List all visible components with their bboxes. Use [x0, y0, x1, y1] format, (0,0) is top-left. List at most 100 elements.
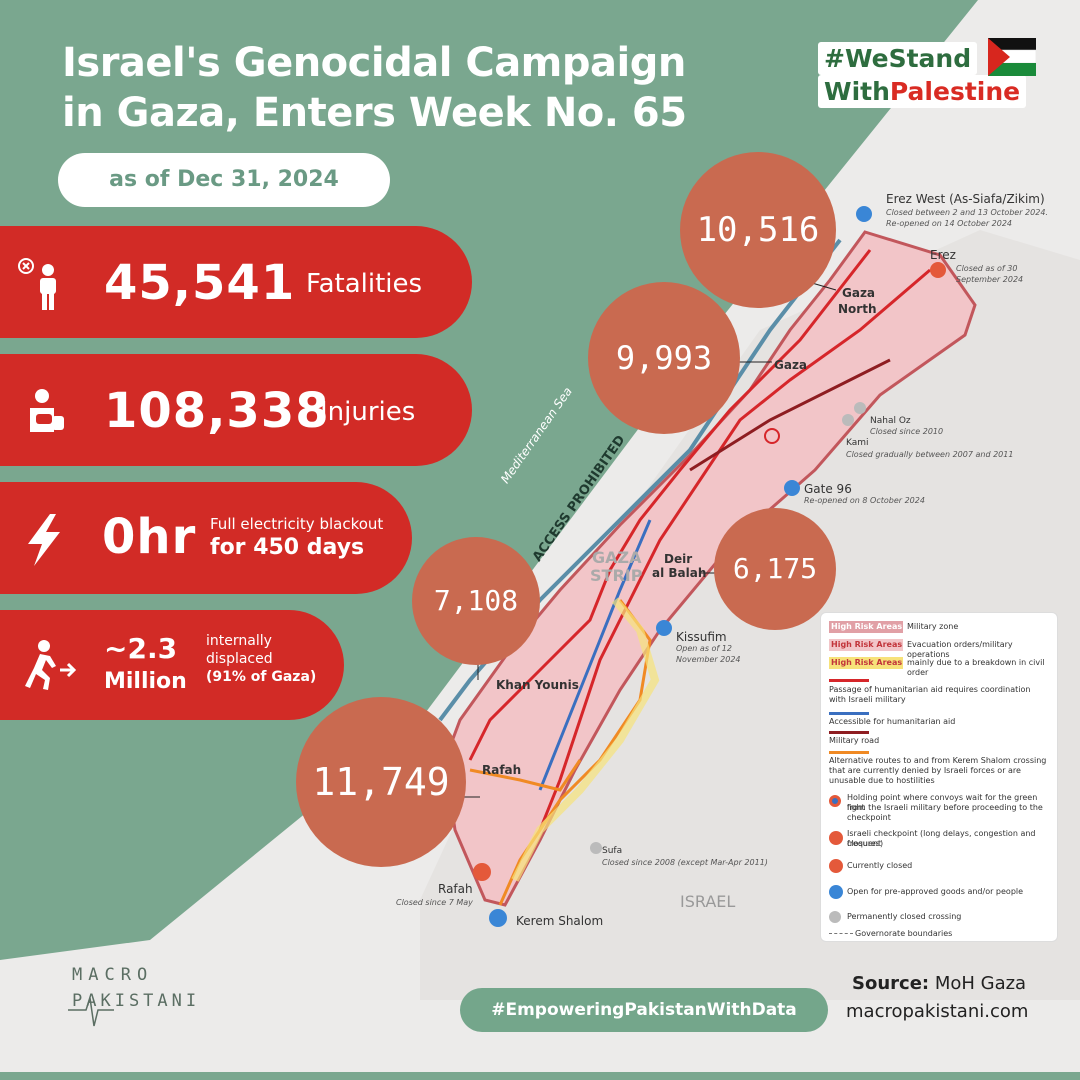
label-kerem-shalom: Kerem Shalom: [516, 914, 604, 928]
label-gaza: Gaza: [774, 358, 808, 372]
label-gaza-strip-2: STRIP: [590, 566, 643, 585]
source-label: Source:: [852, 973, 930, 994]
fatality-person-icon: [18, 258, 56, 310]
source-value: MoH Gaza: [929, 973, 1027, 994]
legend-checkpoint-1: Israeli checkpoint (long delays, congest…: [847, 829, 1036, 848]
legend-high-risk-3: High Risk Areas: [831, 658, 903, 667]
checkpoint-icon: [829, 831, 843, 845]
legend-alt-2: that are currently denied by Israeli for…: [829, 766, 1021, 775]
label-nahal-oz: Nahal Oz: [870, 416, 911, 426]
note-erez-west-2: Re-opened on 14 October 2024: [886, 219, 1013, 228]
label-gate-96: Gate 96: [804, 482, 852, 496]
legend-blue-line: Accessible for humanitarian aid: [829, 717, 956, 726]
stat-injuries: 108,338 Injuries: [0, 354, 472, 466]
legend-military-road: Military road: [829, 736, 880, 745]
label-erez-west: Erez West (As-Siafa/Zikim): [886, 192, 1045, 206]
source-text: Source: MoH Gaza: [852, 972, 1026, 996]
injured-person-icon: [30, 389, 64, 432]
sufa-marker: [590, 842, 602, 854]
electricity-label-2: for 450 days: [210, 535, 365, 560]
legend-high-risk-1: High Risk Areas: [831, 622, 903, 631]
label-gaza-strip-1: GAZA: [592, 548, 642, 567]
hashtag-palestine: Palestine: [889, 77, 1021, 106]
hashtag-line-2: WithPalestine: [818, 75, 1027, 108]
injuries-value: 108,338: [104, 383, 330, 439]
electricity-label-1: Full electricity blackout: [210, 515, 384, 533]
erez-marker: [930, 262, 946, 278]
closed-crossing-icon: [829, 859, 843, 873]
bubble-rafah: 11,749: [296, 697, 466, 867]
blue-route: [538, 519, 652, 791]
legend-hold-3: checkpoint: [847, 813, 891, 822]
electricity-value: 0hr: [102, 509, 197, 565]
label-rafah-city: Rafah: [482, 763, 522, 777]
website-link[interactable]: macropakistani.com: [846, 1001, 1029, 1022]
nahal-oz-marker: [854, 402, 866, 414]
displaced-value-1: ~2.3: [104, 632, 178, 665]
legend-high-risk-2: High Risk Areas: [831, 640, 903, 649]
note-erez-west-1: Closed between 2 and 13 October 2024.: [886, 208, 1048, 217]
open-crossing-icon: [829, 885, 843, 899]
legend-civil-order: mainly due to a breakdown in civil order: [907, 658, 1045, 677]
label-israel: ISRAEL: [680, 892, 736, 911]
note-kissufim-2: November 2024: [676, 655, 741, 664]
rafah-marker: [473, 863, 491, 881]
legend-open: Open for pre-approved goods and/or peopl…: [847, 887, 1024, 896]
legend-red-line-2: with Israeli military: [829, 695, 906, 704]
military-road: [689, 358, 891, 472]
hashtag-line-1: #WeStand: [818, 42, 978, 75]
civil-order-zone: [511, 597, 660, 882]
title-line-2: in Gaza, Enters Week No. 65: [62, 90, 687, 136]
legend-alt-1: Alternative routes to and from Kerem Sha…: [829, 756, 1047, 765]
gate96-marker: [784, 480, 800, 496]
label-rafah-crossing: Rafah: [438, 882, 473, 896]
legend-hold-2: from the Israeli military before proceed…: [847, 803, 1043, 812]
westand-hashtag: #WeStand WithPalestine: [818, 42, 1058, 108]
legend-military-zone: Military zone: [907, 622, 959, 631]
legend-closed: Currently closed: [847, 861, 913, 870]
checkpoint-marker: [764, 428, 780, 444]
bubble-khan-younis: 7,108: [412, 537, 540, 665]
label-deir-2: al Balah: [652, 566, 707, 580]
empowering-hashtag: #EmpoweringPakistanWithData: [460, 988, 828, 1032]
label-kissufim: Kissufim: [676, 630, 727, 644]
label-erez: Erez: [930, 248, 956, 262]
injuries-label: Injuries: [320, 397, 416, 427]
salah-ad-din-road: [538, 268, 931, 831]
label-deir-1: Deir: [664, 552, 693, 566]
legend-red-line-1: Passage of humanitarian aid requires coo…: [829, 685, 1031, 694]
kissufim-marker: [656, 620, 672, 636]
svg-text:MACRO: MACRO: [72, 965, 153, 985]
date-badge: as of Dec 31, 2024: [58, 153, 390, 207]
hashtag-with: With: [824, 77, 890, 106]
kerem-marker: [489, 909, 507, 927]
displaced-label-1: internally: [206, 633, 272, 649]
page-title: Israel's Genocidal Campaign in Gaza, Ent…: [62, 38, 822, 138]
bottom-bar: [0, 1072, 1080, 1080]
kami-marker: [842, 414, 854, 426]
note-kami: Closed gradually between 2007 and 2011: [846, 450, 1014, 459]
lightning-icon: [28, 514, 60, 566]
legend-permanent: Permanently closed crossing: [847, 912, 962, 921]
erez-west-marker: [856, 206, 872, 222]
fatalities-value: 45,541: [104, 255, 296, 311]
legend-governorate: Governorate boundaries: [855, 929, 953, 938]
coastal-road: [468, 249, 872, 761]
bubble-deir-al-balah: 6,175: [714, 508, 836, 630]
displaced-person-icon: [25, 640, 77, 690]
displaced-label-2: displaced: [206, 651, 273, 667]
palestine-flag-icon: [988, 38, 1036, 76]
bubble-gaza-north: 10,516: [680, 152, 836, 308]
fatalities-label: Fatalities: [306, 269, 423, 299]
svg-text:PAKISTANI: PAKISTANI: [72, 991, 196, 1011]
title-line-1: Israel's Genocidal Campaign: [62, 40, 686, 86]
map-legend: High Risk Areas Military zone High Risk …: [820, 612, 1058, 942]
legend-alt-3: unusable due to hostilities: [829, 776, 935, 785]
note-sufa: Closed since 2008 (except Mar-Apr 2011): [602, 858, 768, 867]
note-nahal-oz: Closed since 2010: [870, 427, 944, 436]
legend-checkpoint-2: closures): [847, 839, 884, 848]
orange-route-2: [469, 759, 582, 792]
macro-pakistani-logo: MACRO PAKISTANI: [68, 965, 196, 1027]
label-kami: Kami: [846, 438, 869, 448]
note-erez-1: Closed as of 30: [956, 264, 1018, 273]
